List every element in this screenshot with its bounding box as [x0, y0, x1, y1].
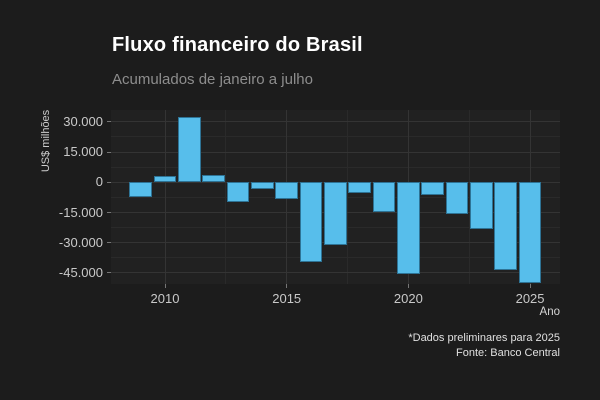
source-note: *Dados preliminares para 2025 Fonte: Ban… [260, 331, 560, 361]
gridline-y-minor [111, 166, 560, 168]
footnote-line-2: Fonte: Banco Central [456, 347, 560, 359]
gridline-y-minor [111, 136, 560, 138]
gridline-y-minor [111, 257, 560, 259]
bar-2009 [129, 182, 152, 198]
x-tick-label: 2010 [150, 291, 180, 306]
gridline-x-minor [347, 110, 349, 284]
y-tick-label: -15.000 [58, 204, 103, 220]
x-tick-mark [164, 284, 166, 288]
y-tick-label: -30.000 [58, 234, 103, 250]
bar-2018 [348, 182, 371, 193]
gridline-y-major [111, 151, 560, 153]
y-tick-mark [107, 242, 111, 244]
bar-2012 [202, 175, 225, 183]
bar-2020 [397, 182, 420, 275]
gridline-y-major [111, 272, 560, 274]
x-tick-mark [529, 284, 531, 288]
bar-2023 [470, 182, 493, 229]
bar-2013 [226, 182, 250, 203]
bar-2017 [324, 182, 347, 246]
gridline-y-major [111, 121, 560, 123]
x-tick-label: 2020 [393, 291, 423, 306]
y-tick-mark [107, 121, 111, 123]
y-tick-mark [107, 181, 111, 183]
bar-2024 [494, 182, 517, 270]
y-tick-label: 30.000 [63, 113, 103, 129]
y-tick-mark [107, 151, 111, 153]
gridline-x-major [164, 110, 166, 284]
x-tick-label: 2015 [272, 291, 302, 306]
x-tick-mark [407, 284, 409, 288]
chart-subtitle: Acumulados de janeiro a julho [112, 71, 313, 88]
y-tick-mark [107, 272, 111, 274]
y-tick-label: 15.000 [63, 144, 103, 160]
x-axis-title: Ano [539, 306, 560, 318]
bar-2019 [372, 182, 396, 212]
gridline-x-minor [468, 110, 470, 284]
bar-2021 [421, 182, 444, 196]
chart-title: Fluxo financeiro do Brasil [112, 34, 363, 56]
bar-2010 [153, 176, 177, 183]
bar-2011 [178, 116, 201, 183]
y-tick-mark [107, 212, 111, 213]
bar-2015 [275, 182, 298, 200]
y-tick-label: 0 [95, 174, 103, 190]
x-tick-label: 2025 [515, 291, 545, 306]
y-tick-label: -45.000 [58, 264, 103, 280]
x-tick-mark [286, 284, 288, 288]
bar-2014 [251, 182, 274, 190]
bar-2025 [518, 182, 542, 283]
bar-2016 [299, 182, 323, 263]
gridline-x-minor [225, 110, 227, 284]
footnote-line-1: *Dados preliminares para 2025 [408, 332, 560, 344]
bar-2022 [445, 182, 469, 214]
